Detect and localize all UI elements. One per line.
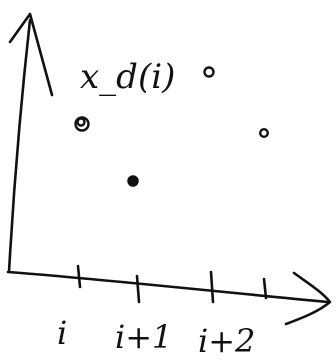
data-point bbox=[259, 127, 270, 138]
x-tick bbox=[135, 274, 141, 304]
x-tick bbox=[76, 264, 82, 289]
y-axis-label: x_d(i) bbox=[80, 57, 175, 97]
x-tick-label: i+1 bbox=[115, 318, 172, 356]
x-tick-label: i+2 bbox=[198, 322, 255, 360]
x-tick bbox=[262, 277, 268, 300]
y-axis-arrowhead bbox=[8, 12, 54, 97]
x-axis bbox=[6, 270, 330, 304]
x-tick bbox=[209, 270, 215, 304]
data-point bbox=[203, 66, 215, 78]
data-point bbox=[127, 175, 139, 187]
data-point bbox=[76, 117, 86, 127]
x-tick-label: i bbox=[57, 314, 67, 352]
x-axis-arrowhead bbox=[284, 271, 332, 326]
y-axis bbox=[7, 18, 32, 274]
